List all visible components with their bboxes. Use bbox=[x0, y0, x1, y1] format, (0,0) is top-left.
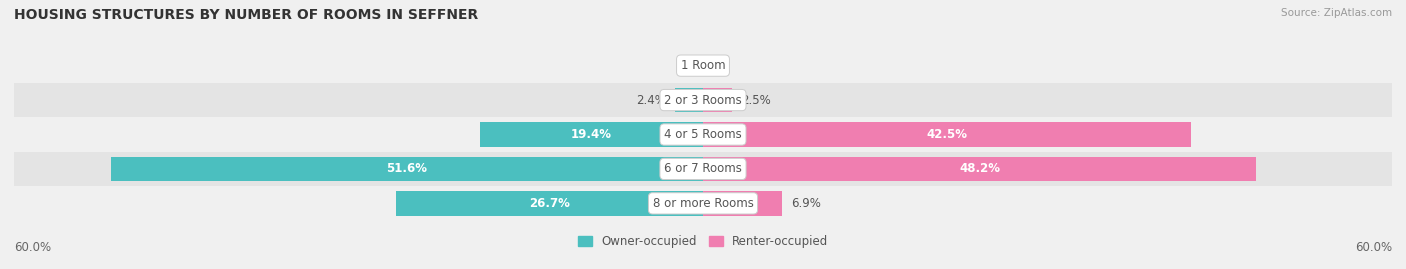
Bar bbox=[703, 157, 1257, 181]
Text: 42.5%: 42.5% bbox=[927, 128, 967, 141]
Text: 1 Room: 1 Room bbox=[681, 59, 725, 72]
Legend: Owner-occupied, Renter-occupied: Owner-occupied, Renter-occupied bbox=[572, 230, 834, 253]
Bar bbox=[703, 191, 782, 216]
Text: 2.4%: 2.4% bbox=[637, 94, 666, 107]
Text: 48.2%: 48.2% bbox=[959, 162, 1000, 175]
Bar bbox=[396, 191, 703, 216]
Bar bbox=[14, 186, 1392, 221]
Bar bbox=[703, 122, 1191, 147]
Text: 2.5%: 2.5% bbox=[741, 94, 770, 107]
Text: 2 or 3 Rooms: 2 or 3 Rooms bbox=[664, 94, 742, 107]
Text: 60.0%: 60.0% bbox=[14, 241, 51, 254]
Bar bbox=[14, 48, 1392, 83]
Text: 26.7%: 26.7% bbox=[529, 197, 571, 210]
Bar bbox=[481, 122, 703, 147]
Text: Source: ZipAtlas.com: Source: ZipAtlas.com bbox=[1281, 8, 1392, 18]
Text: 6 or 7 Rooms: 6 or 7 Rooms bbox=[664, 162, 742, 175]
Bar bbox=[14, 117, 1392, 152]
Bar bbox=[111, 157, 703, 181]
Text: 6.9%: 6.9% bbox=[792, 197, 821, 210]
Bar bbox=[14, 152, 1392, 186]
Bar bbox=[675, 88, 703, 112]
Text: 8 or more Rooms: 8 or more Rooms bbox=[652, 197, 754, 210]
Text: 19.4%: 19.4% bbox=[571, 128, 612, 141]
Bar bbox=[14, 83, 1392, 117]
Text: 4 or 5 Rooms: 4 or 5 Rooms bbox=[664, 128, 742, 141]
Text: HOUSING STRUCTURES BY NUMBER OF ROOMS IN SEFFNER: HOUSING STRUCTURES BY NUMBER OF ROOMS IN… bbox=[14, 8, 478, 22]
Text: 51.6%: 51.6% bbox=[387, 162, 427, 175]
Text: 60.0%: 60.0% bbox=[1355, 241, 1392, 254]
Bar bbox=[703, 88, 731, 112]
